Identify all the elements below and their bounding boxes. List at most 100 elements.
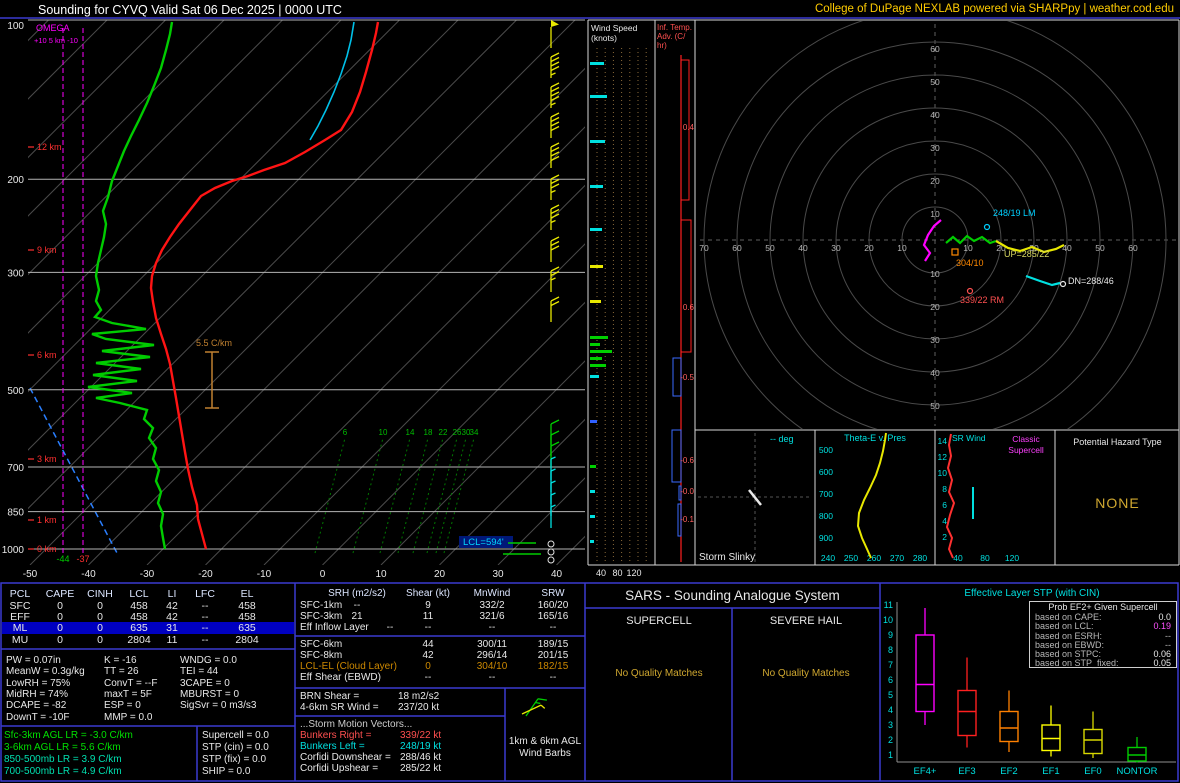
wind-barb bbox=[550, 504, 556, 528]
text-label: 288/46 kt bbox=[400, 752, 442, 763]
text-label: -- bbox=[353, 600, 361, 611]
svg-text:9: 9 bbox=[888, 630, 893, 640]
text-label: MMP = 0.0 bbox=[104, 711, 153, 723]
svg-text:850: 850 bbox=[7, 508, 24, 519]
wind-barb bbox=[550, 112, 560, 138]
text-label: ESP = 0 bbox=[104, 700, 141, 712]
text-label: 1km & 6km AGL bbox=[508, 736, 582, 747]
dewpoint-trace bbox=[87, 21, 174, 550]
svg-text:-30: -30 bbox=[140, 569, 155, 580]
svg-text:EF0: EF0 bbox=[1084, 766, 1101, 777]
text-label: MnWind bbox=[473, 588, 511, 599]
svg-text:5: 5 bbox=[888, 690, 893, 700]
svg-text:14: 14 bbox=[406, 428, 415, 437]
stp-box-EF2: EF2 bbox=[999, 690, 1019, 777]
text-label: 18 m2/s2 bbox=[398, 691, 440, 702]
stp-legend-row: based on ESRH: -- bbox=[1030, 631, 1176, 641]
text-label: Bunkers Left = bbox=[300, 741, 365, 752]
text-label: Corfidi Downshear = bbox=[300, 752, 391, 763]
svg-text:80: 80 bbox=[980, 553, 990, 563]
hodograph-plot: 10 10 20 20 30 30 40 40 50 50 60 60 10 20 30 40 50 60 70 10… bbox=[699, 21, 1176, 429]
text-label: SRH (m2/s2) bbox=[328, 588, 386, 599]
text-label: 189/15 bbox=[537, 639, 569, 650]
svg-text:30: 30 bbox=[831, 243, 841, 253]
svg-text:-0.1: -0.1 bbox=[680, 515, 694, 524]
text-label: 31 bbox=[166, 622, 178, 635]
text-label: 0 bbox=[97, 600, 103, 612]
text-label: EL bbox=[240, 588, 254, 600]
text-label: 2804 bbox=[127, 633, 151, 646]
svg-text:40: 40 bbox=[1062, 243, 1072, 253]
svg-text:700: 700 bbox=[7, 463, 24, 474]
svg-text:3: 3 bbox=[888, 720, 893, 730]
svg-text:100: 100 bbox=[7, 21, 24, 32]
svg-text:700: 700 bbox=[819, 489, 833, 499]
wetbulb-trace bbox=[309, 21, 355, 141]
svg-text:(knots): (knots) bbox=[591, 33, 617, 43]
text-label: 850-500mb LR = 3.9 C/km bbox=[4, 754, 122, 765]
selected-parcel-highlight bbox=[2, 622, 294, 634]
svg-text:40: 40 bbox=[953, 553, 963, 563]
svg-text:-- deg: -- deg bbox=[770, 434, 794, 444]
svg-text:10: 10 bbox=[897, 243, 907, 253]
svg-text:300: 300 bbox=[7, 268, 24, 279]
hazard-title: Potential Hazard Type bbox=[1073, 437, 1162, 447]
svg-text:50: 50 bbox=[930, 401, 940, 411]
stp-legend-value: 0.0 bbox=[1158, 612, 1171, 622]
svg-text:2: 2 bbox=[888, 735, 893, 745]
svg-text:20: 20 bbox=[996, 243, 1006, 253]
wind-barb bbox=[550, 266, 560, 292]
svg-text:20: 20 bbox=[930, 176, 940, 186]
text-label: -- bbox=[201, 600, 209, 612]
svg-text:-0.5: -0.5 bbox=[680, 373, 694, 382]
text-label: 182/15 bbox=[537, 661, 569, 672]
wind-barb bbox=[550, 236, 560, 262]
text-label: Bunkers Right = bbox=[300, 730, 372, 741]
text-label: 160/20 bbox=[537, 600, 569, 611]
text-label: -- bbox=[424, 672, 432, 683]
calm-wind-circle bbox=[547, 540, 555, 548]
text-label: 635 bbox=[130, 622, 148, 635]
stp-legend-row: based on STPC: 0.06 bbox=[1030, 649, 1176, 659]
stp-legend-label: based on STP_fixed: bbox=[1035, 658, 1119, 669]
text-label: 285/22 kt bbox=[400, 763, 442, 774]
stp-box-EF0: EF0 bbox=[1083, 711, 1103, 777]
text-label: 2804 bbox=[235, 633, 259, 646]
svg-text:248/19 LM: 248/19 LM bbox=[993, 208, 1036, 218]
credit-link[interactable]: College of DuPage NEXLAB powered via SHA… bbox=[814, 3, 1174, 15]
svg-text:-20: -20 bbox=[198, 569, 213, 580]
wind-barb bbox=[550, 174, 560, 200]
text-label: 458 bbox=[130, 600, 148, 612]
text-label: MBURST = 0 bbox=[180, 688, 239, 700]
thetae-curve bbox=[856, 432, 887, 559]
text-label: 9 bbox=[425, 600, 431, 611]
svg-text:6: 6 bbox=[888, 675, 893, 685]
svg-text:EF4+: EF4+ bbox=[914, 766, 937, 777]
text-label: STP (fix) = 0.0 bbox=[202, 754, 267, 765]
svg-text:18: 18 bbox=[424, 428, 433, 437]
text-label: 42 bbox=[166, 611, 178, 624]
svg-text:20: 20 bbox=[434, 569, 446, 580]
wind-barb bbox=[550, 296, 560, 322]
svg-text:Storm Slinky: Storm Slinky bbox=[699, 552, 755, 563]
text-label: 300/11 bbox=[477, 639, 507, 650]
text-label: MU bbox=[11, 633, 29, 646]
text-label: 304/10 bbox=[476, 661, 508, 672]
svg-text:200: 200 bbox=[7, 175, 24, 186]
sars-hail-status: No Quality Matches bbox=[762, 668, 850, 679]
text-label: 3CAPE = 0 bbox=[180, 677, 230, 689]
svg-text:Inf. Temp.: Inf. Temp. bbox=[657, 23, 692, 32]
text-label: 458 bbox=[130, 611, 148, 624]
wind-barb bbox=[525, 698, 547, 717]
stp-box-EF4+: EF4+ bbox=[914, 608, 937, 777]
svg-text:120: 120 bbox=[1005, 553, 1019, 563]
text-label: LowRH = 75% bbox=[6, 677, 71, 689]
text-label: EFF bbox=[10, 611, 30, 624]
svg-text:40: 40 bbox=[596, 568, 606, 578]
svg-text:40: 40 bbox=[930, 110, 940, 120]
svg-text:6 km: 6 km bbox=[37, 350, 57, 360]
svg-text:9 km: 9 km bbox=[37, 245, 57, 255]
svg-text:8: 8 bbox=[942, 484, 947, 494]
